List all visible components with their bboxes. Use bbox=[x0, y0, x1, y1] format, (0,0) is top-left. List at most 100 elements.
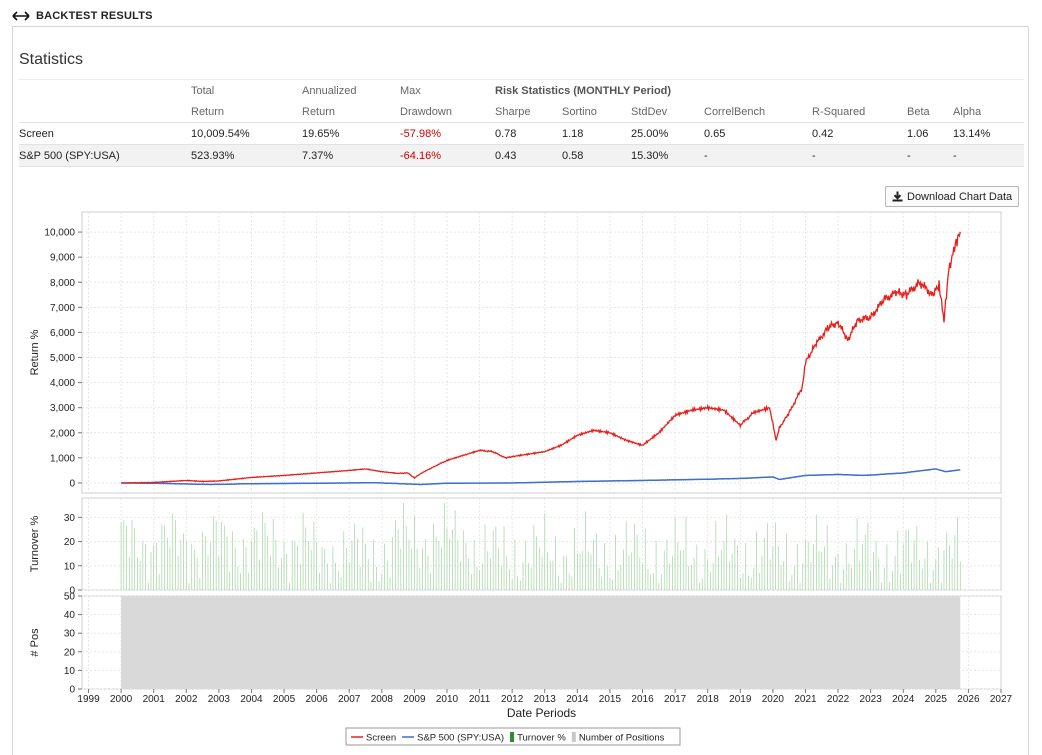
y-tick-label: 0 bbox=[69, 478, 75, 489]
x-tick-label: 2019 bbox=[729, 694, 752, 705]
y-tick-label: 10,000 bbox=[44, 228, 75, 239]
results-header: BACKTEST RESULTS bbox=[12, 8, 153, 24]
x-tick-label: 1999 bbox=[77, 694, 100, 705]
x-tick-label: 2018 bbox=[697, 694, 720, 705]
table-row: Screen 10,009.54% 19.65% -57.98% 0.78 1.… bbox=[19, 122, 1024, 145]
x-tick-label: 2011 bbox=[469, 694, 491, 705]
x-tick-label: 2003 bbox=[208, 694, 231, 705]
col-correlbench: CorrelBench bbox=[704, 105, 766, 118]
x-tick-label: 2004 bbox=[240, 694, 263, 705]
row-name: Screen bbox=[19, 122, 191, 145]
alpha: - bbox=[953, 144, 1024, 167]
y-tick-label: 40 bbox=[64, 610, 76, 621]
x-tick-label: 2026 bbox=[957, 694, 980, 705]
y-tick-label: 30 bbox=[64, 629, 76, 640]
annualized-return: 19.65% bbox=[302, 122, 400, 145]
x-tick-label: 2009 bbox=[403, 694, 426, 705]
x-tick-label: 2008 bbox=[371, 694, 394, 705]
y-axis-label: Return % bbox=[29, 329, 41, 375]
x-tick-label: 2010 bbox=[436, 694, 459, 705]
alpha: 13.14% bbox=[953, 122, 1024, 145]
col-stddev: StdDev bbox=[631, 105, 668, 118]
y-tick-label: 0 bbox=[69, 685, 75, 696]
series-line-screen bbox=[121, 231, 961, 484]
y-tick-label: 10 bbox=[64, 666, 76, 677]
x-tick-label: 2022 bbox=[827, 694, 850, 705]
row-name: S&P 500 (SPY:USA) bbox=[19, 144, 191, 167]
plot-area bbox=[81, 497, 1002, 591]
rsquared: 0.42 bbox=[812, 122, 907, 145]
col-annualized-h1: Annualized bbox=[302, 79, 400, 101]
legend-label: Turnover % bbox=[517, 733, 566, 744]
x-tick-label: 2012 bbox=[501, 694, 524, 705]
y-tick-label: 30 bbox=[64, 513, 76, 524]
positions-area bbox=[121, 596, 961, 689]
max-drawdown: -64.16% bbox=[400, 144, 495, 167]
sharpe: 0.78 bbox=[495, 122, 562, 145]
y-tick-label: 5,000 bbox=[50, 353, 75, 364]
stddev: 25.00% bbox=[631, 122, 704, 145]
legend: Screen S&P 500 (SPY:USA) Turnover % Number … bbox=[345, 727, 681, 746]
y-tick-label: 10 bbox=[64, 561, 76, 572]
col-maxdd-h2: Drawdown bbox=[400, 105, 452, 118]
max-drawdown: -57.98% bbox=[400, 122, 495, 145]
y-tick-label: 2,000 bbox=[50, 428, 75, 439]
table-row: S&P 500 (SPY:USA) 523.93% 7.37% -64.16% … bbox=[19, 144, 1024, 167]
col-total-h1: Total bbox=[191, 79, 302, 101]
results-title: BACKTEST RESULTS bbox=[36, 10, 153, 22]
beta: - bbox=[907, 144, 953, 167]
statistics-table: Total Annualized Max Risk Statistics (MO… bbox=[19, 79, 1024, 167]
download-icon bbox=[892, 191, 903, 202]
y-tick-label: 9,000 bbox=[50, 253, 75, 264]
x-tick-label: 2014 bbox=[566, 694, 589, 705]
y-tick-label: 4,000 bbox=[50, 378, 75, 389]
y-tick-label: 1,000 bbox=[50, 453, 75, 464]
x-tick-label: 2006 bbox=[306, 694, 329, 705]
col-annualized-h2: Return bbox=[302, 105, 336, 118]
x-tick-label: 2013 bbox=[534, 694, 557, 705]
sortino: 1.18 bbox=[562, 122, 631, 145]
correlbench: - bbox=[704, 144, 812, 167]
legend-swatch bbox=[510, 732, 515, 742]
legend-label: S&P 500 (SPY:USA) bbox=[417, 733, 504, 744]
stddev: 15.30% bbox=[631, 144, 704, 167]
x-tick-label: 2005 bbox=[273, 694, 296, 705]
x-tick-label: 2000 bbox=[110, 694, 133, 705]
sharpe: 0.43 bbox=[495, 144, 562, 167]
x-axis-label: Date Periods bbox=[507, 706, 576, 720]
total-return: 523.93% bbox=[191, 144, 302, 167]
x-tick-label: 2027 bbox=[990, 694, 1013, 705]
col-total-h2: Return bbox=[191, 105, 225, 118]
download-chart-data-button[interactable]: Download Chart Data bbox=[885, 186, 1020, 207]
x-tick-label: 2025 bbox=[925, 694, 948, 705]
y-tick-label: 20 bbox=[64, 537, 76, 548]
col-rsquared: R-Squared bbox=[812, 105, 866, 118]
col-beta: Beta bbox=[907, 105, 930, 118]
y-tick-label: 3,000 bbox=[50, 403, 75, 414]
col-sharpe: Sharpe bbox=[495, 105, 531, 118]
download-chart-data-label: Download Chart Data bbox=[907, 190, 1013, 203]
x-tick-label: 2016 bbox=[631, 694, 654, 705]
y-tick-label: 7,000 bbox=[50, 303, 75, 314]
col-sortino: Sortino bbox=[562, 105, 597, 118]
x-tick-label: 2024 bbox=[892, 694, 915, 705]
risk-statistics-heading: Risk Statistics (MONTHLY Period) bbox=[495, 79, 812, 101]
y-tick-label: 6,000 bbox=[50, 328, 75, 339]
y-tick-label: 0 bbox=[69, 586, 75, 597]
x-tick-label: 2020 bbox=[762, 694, 785, 705]
x-tick-label: 2002 bbox=[175, 694, 198, 705]
y-tick-label: 8,000 bbox=[50, 278, 75, 289]
statistics-title: Statistics bbox=[19, 51, 84, 68]
statistics-panel: Statistics Total Annualized Max Risk Sta… bbox=[12, 26, 1029, 755]
beta: 1.06 bbox=[907, 122, 953, 145]
rsquared: - bbox=[812, 144, 907, 167]
x-tick-label: 2001 bbox=[143, 694, 166, 705]
y-axis-label: # Pos bbox=[29, 628, 41, 657]
y-axis-label: Turnover % bbox=[29, 516, 41, 573]
x-tick-label: 2021 bbox=[794, 694, 817, 705]
x-tick-label: 2017 bbox=[664, 694, 687, 705]
col-maxdd-h1: Max bbox=[400, 79, 495, 101]
legend-swatch bbox=[571, 732, 576, 742]
left-right-arrow-icon[interactable] bbox=[12, 11, 30, 21]
